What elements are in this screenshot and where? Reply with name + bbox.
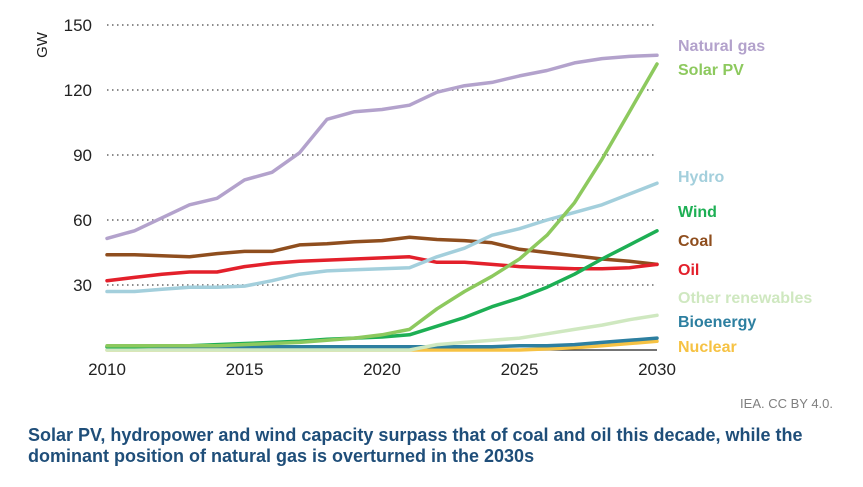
credit-text: IEA. CC BY 4.0. [740, 396, 833, 411]
series-label-hydro: Hydro [678, 169, 724, 186]
series-line-oil [105, 255, 659, 283]
series-label-solar-pv: Solar PV [678, 62, 744, 79]
series-line-solar-pv [105, 62, 659, 348]
x-tick-label: 2015 [226, 360, 264, 379]
y-tick-label: 120 [64, 81, 92, 100]
series-label-wind: Wind [678, 204, 717, 221]
x-tick-label: 2025 [501, 360, 539, 379]
x-tick-label: 2020 [363, 360, 401, 379]
x-tick-label: 2030 [638, 360, 676, 379]
series-label-coal: Coal [678, 233, 713, 250]
series-labels: Natural gas Solar PV Hydro Wind Coal Oil Other… [678, 38, 812, 356]
y-axis-title: GW [34, 31, 51, 58]
series-line-other-renewables [105, 313, 659, 352]
axes: 30 60 90 120 150 2010 2015 2020 2025 2030 [64, 16, 676, 379]
series-line-natural-gas [105, 53, 659, 241]
series-lines [105, 53, 659, 352]
series-label-oil: Oil [678, 262, 699, 279]
series-label-bioenergy: Bioenergy [678, 314, 756, 331]
series-line-coal [105, 235, 659, 267]
series-label-nuclear: Nuclear [678, 339, 737, 356]
series-label-other-renewables: Other renewables [678, 290, 812, 307]
y-tick-label: 30 [73, 276, 92, 295]
y-tick-label: 60 [73, 211, 92, 230]
y-tick-label: 150 [64, 16, 92, 35]
series-label-natural-gas: Natural gas [678, 38, 765, 55]
chart-caption: Solar PV, hydropower and wind capacity s… [28, 425, 803, 466]
line-chart: 30 60 90 120 150 2010 2015 2020 2025 2030 Natural… [34, 16, 812, 379]
x-tick-label: 2010 [88, 360, 126, 379]
y-tick-label: 90 [73, 146, 92, 165]
grid-lines [107, 24, 657, 286]
